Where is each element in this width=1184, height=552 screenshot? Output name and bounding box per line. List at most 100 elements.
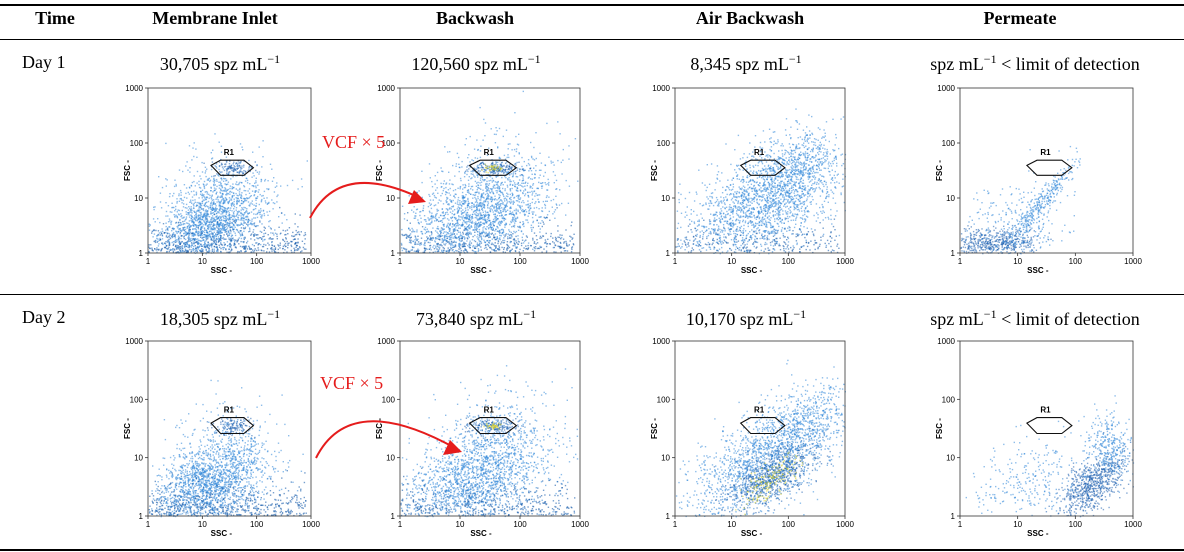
vcf-arrow-day2	[315, 420, 456, 459]
y-tick-label: 10	[134, 194, 143, 203]
count-d1-permeate: spz mL−1 < limit of detection	[930, 52, 1140, 74]
plot-d2-backwash: 11 10 10 100 100 1000 1000 SSC - FSC - R1	[375, 337, 589, 538]
x-tick-label: 1	[398, 257, 403, 266]
x-tick-label: 100	[513, 520, 527, 529]
header-membrane-inlet: Membrane Inlet	[152, 8, 278, 28]
x-tick-label: 1	[673, 257, 678, 266]
scatter-dots	[960, 145, 1081, 255]
y-tick-label: 1000	[377, 84, 395, 93]
x-tick-label: 1000	[302, 520, 320, 529]
vcf-arrow-head-day1	[408, 190, 426, 204]
y-tick-label: 10	[661, 194, 670, 203]
y-tick-label: 1000	[377, 337, 395, 346]
y-tick-label: 1000	[937, 84, 955, 93]
x-tick-label: 10	[1013, 520, 1022, 529]
plot-d2-permeate: 11 10 10 100 100 1000 1000 SSC - FSC - R1	[935, 337, 1142, 538]
plot-d1-backwash: 11 10 10 100 100 1000 1000 SSC - FSC - R1	[375, 84, 589, 275]
y-tick-label: 1	[391, 249, 396, 258]
y-tick-label: 1000	[125, 84, 143, 93]
x-tick-label: 10	[198, 257, 207, 266]
x-tick-label: 100	[250, 520, 264, 529]
y-tick-label: 1000	[937, 337, 955, 346]
plot-frame	[399, 340, 581, 517]
y-tick-label: 100	[382, 139, 396, 148]
gate-label: R1	[754, 406, 765, 415]
x-tick-label: 1	[146, 520, 151, 529]
y-tick-label: 100	[942, 139, 956, 148]
x-tick-label: 1000	[1124, 257, 1142, 266]
x-axis-label: SSC -	[470, 529, 492, 538]
y-tick-label: 100	[130, 139, 144, 148]
x-tick-label: 100	[250, 257, 264, 266]
y-axis-label: FSC -	[123, 418, 132, 439]
gate-r1	[739, 159, 786, 176]
count-d2-inlet: 18,305 spz mL−1	[159, 307, 281, 329]
x-tick-label: 100	[1069, 520, 1083, 529]
header-backwash: Backwash	[435, 8, 515, 28]
x-tick-label: 1	[146, 257, 151, 266]
plot-d2-air: 11 10 10 100 100 1000 1000 SSC - FSC - R1	[650, 337, 854, 538]
vcf-arrow-head-day2	[443, 440, 462, 455]
scatter-dots	[400, 365, 579, 518]
gate-r1	[739, 417, 786, 435]
x-axis-label: SSC -	[1027, 266, 1049, 275]
y-tick-label: 10	[386, 454, 395, 463]
y-tick-label: 1	[951, 512, 956, 521]
count-d1-backwash: 120,560 spz mL−1	[411, 52, 541, 74]
x-tick-label: 10	[1013, 257, 1022, 266]
gate-label: R1	[224, 148, 235, 157]
gate-r1	[468, 417, 518, 435]
row-label-day1: Day 1	[22, 52, 66, 72]
scatter-dots	[965, 395, 1135, 518]
y-axis-label: FSC -	[123, 160, 132, 181]
x-tick-label: 1000	[571, 520, 589, 529]
plot-frame	[674, 340, 846, 517]
plot-frame	[959, 87, 1134, 254]
plot-d1-inlet: 11 10 10 100 100 1000 1000 SSC - FSC - R1	[123, 84, 320, 275]
x-tick-label: 10	[456, 520, 465, 529]
scatter-dots	[148, 379, 307, 518]
x-tick-label: 1	[398, 520, 403, 529]
count-d1-inlet: 30,705 spz mL−1	[159, 52, 281, 74]
gate-label: R1	[224, 406, 235, 415]
x-tick-label: 1	[958, 257, 963, 266]
gate-label: R1	[1040, 148, 1051, 157]
y-tick-label: 1	[666, 249, 671, 258]
y-axis-label: FSC -	[375, 160, 384, 181]
plot-d2-inlet: 11 10 10 100 100 1000 1000 SSC - FSC - R1	[123, 337, 320, 538]
y-tick-label: 100	[382, 395, 396, 404]
y-tick-label: 100	[657, 395, 671, 404]
y-tick-label: 10	[661, 454, 670, 463]
x-axis-label: SSC -	[741, 266, 763, 275]
gate-r1	[210, 417, 255, 435]
x-tick-label: 1	[673, 520, 678, 529]
plot-d1-permeate: 11 10 10 100 100 1000 1000 SSC - FSC - R1	[935, 84, 1142, 275]
header-permeate: Permeate	[983, 8, 1057, 28]
y-tick-label: 10	[946, 454, 955, 463]
vcf-label-day2: VCF × 5	[320, 373, 384, 393]
x-tick-label: 1000	[1124, 520, 1142, 529]
count-d2-backwash: 73,840 spz mL−1	[415, 307, 537, 329]
plot-frame	[959, 340, 1134, 517]
x-tick-label: 100	[513, 257, 527, 266]
y-tick-label: 1	[391, 512, 396, 521]
header-air-backwash: Air Backwash	[695, 8, 805, 28]
y-axis-label: FSC -	[935, 160, 944, 181]
x-axis-label: SSC -	[211, 266, 233, 275]
plot-frame	[399, 87, 581, 254]
x-tick-label: 100	[1069, 257, 1083, 266]
y-tick-label: 10	[386, 194, 395, 203]
y-axis-label: FSC -	[650, 418, 659, 439]
y-tick-label: 10	[134, 454, 143, 463]
y-tick-label: 1000	[652, 337, 670, 346]
x-tick-label: 1	[958, 520, 963, 529]
scatter-dots	[675, 359, 846, 518]
plot-frame	[674, 87, 846, 254]
y-tick-label: 1	[139, 512, 144, 521]
bottom-rule	[0, 549, 1184, 551]
x-axis-label: SSC -	[741, 529, 763, 538]
top-rule	[0, 4, 1184, 6]
y-tick-label: 100	[130, 395, 144, 404]
gate-r1	[1026, 417, 1073, 435]
plot-frame	[147, 340, 312, 517]
